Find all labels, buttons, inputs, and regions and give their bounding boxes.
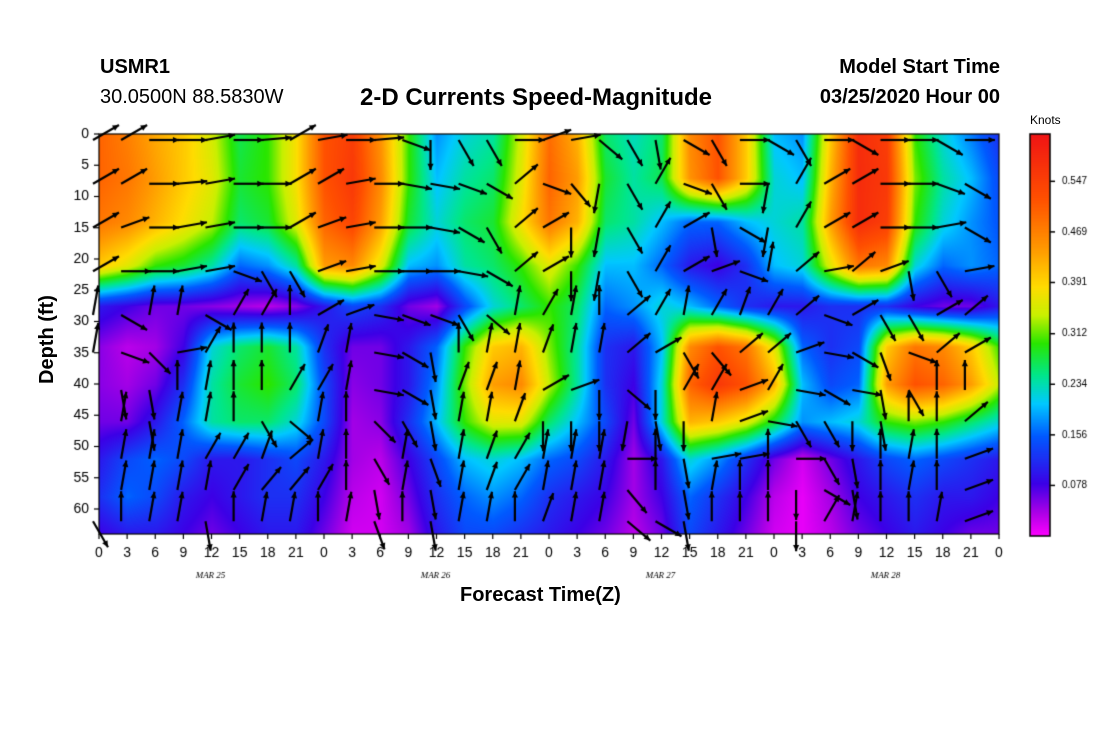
colorbar-units-label: Knots: [1030, 113, 1061, 127]
x-axis-label: Forecast Time(Z): [460, 584, 621, 606]
chart-title: 2-D Currents Speed-Magnitude: [360, 84, 713, 111]
station-id: USMR1: [100, 56, 171, 78]
y-axis-label: Depth (ft): [36, 295, 58, 384]
model-start-value: 03/25/2020 Hour 00: [819, 86, 1000, 108]
model-start-label: Model Start Time: [839, 56, 1000, 78]
station-coordinates: 30.0500N 88.5830W: [100, 86, 284, 108]
